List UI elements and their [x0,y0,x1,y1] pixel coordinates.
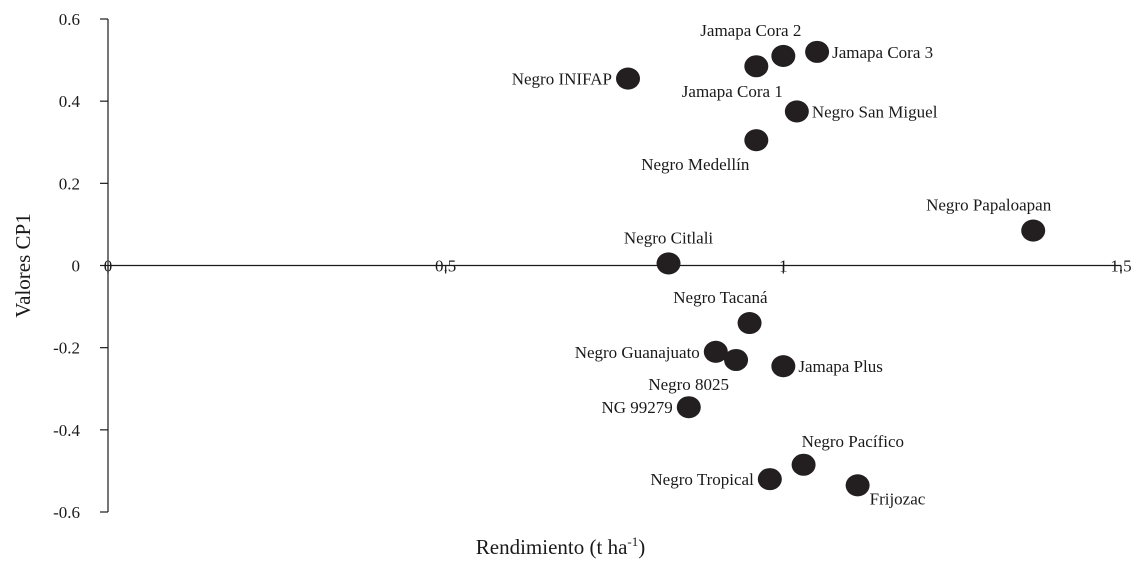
x-axis-ticks: 0 0.5 1 1.5 [104,257,1132,276]
data-point-label: Negro Citlali [624,228,714,247]
data-point-label: Frijozac [870,489,926,508]
x-tick-label: 0.5 [435,257,456,276]
data-point [703,340,728,363]
y-axis-ticks: 0.6 0.4 0.2 0 -0.2 -0.4 -0.6 [53,10,108,522]
data-points [616,40,1046,497]
y-tick-label: -0.4 [53,421,80,440]
data-point-label: Negro Medellín [641,155,750,174]
y-tick-label: -0.6 [53,503,80,522]
data-point [616,67,641,90]
data-point [784,100,809,123]
x-axis-title-main: Rendimiento (t ha [476,535,628,559]
data-point [791,453,816,476]
data-point [771,355,796,378]
y-tick-label: 0.2 [59,174,80,193]
data-point [724,348,749,372]
y-tick-label: 0.4 [59,92,81,111]
x-axis-title-close: ) [638,535,645,559]
y-axis-title: Valores CP1 [11,213,35,317]
data-point [744,129,769,152]
axes [107,19,1121,512]
data-point-label: Jamapa Cora 2 [700,21,801,40]
data-point [737,311,762,335]
data-point-label: Jamapa Plus [798,357,883,376]
data-point [757,468,782,491]
data-point-label: Jamapa Cora 1 [682,82,783,101]
data-point-label: NG 99279 [601,398,672,417]
data-point-label: Negro Tacaná [673,288,768,307]
data-point-label: Negro San Miguel [812,102,938,121]
x-tick-label: 1 [779,257,788,276]
x-tick-label: 0 [104,257,113,276]
data-point-label: Negro Papaloapan [926,196,1052,215]
data-point [771,44,796,68]
data-point-labels: Jamapa Cora 2 Jamapa Cora 3 Negro INIFAP Ja… [512,21,1052,508]
y-tick-label: 0.6 [59,10,80,29]
data-point [805,40,830,63]
data-point [676,396,701,419]
data-point-label: Negro Guanajuato [575,343,700,362]
y-tick-label: -0.2 [53,339,80,358]
data-point-label: Negro 8025 [648,375,729,394]
data-point [845,474,870,497]
data-point-label: Jamapa Cora 3 [832,43,933,62]
data-point-label: Negro INIFAP [512,70,612,89]
x-tick-label: 1.5 [1110,257,1131,276]
data-point-label: Negro Tropical [650,470,754,489]
data-point [656,252,681,275]
data-point [744,55,769,78]
y-tick-label: 0 [72,257,81,276]
data-point [1021,219,1046,242]
data-point-label: Negro Pacífico [802,432,904,451]
x-axis-title-superscript: -1 [627,534,638,549]
x-axis-title: Rendimiento (t ha-1) [476,534,645,559]
